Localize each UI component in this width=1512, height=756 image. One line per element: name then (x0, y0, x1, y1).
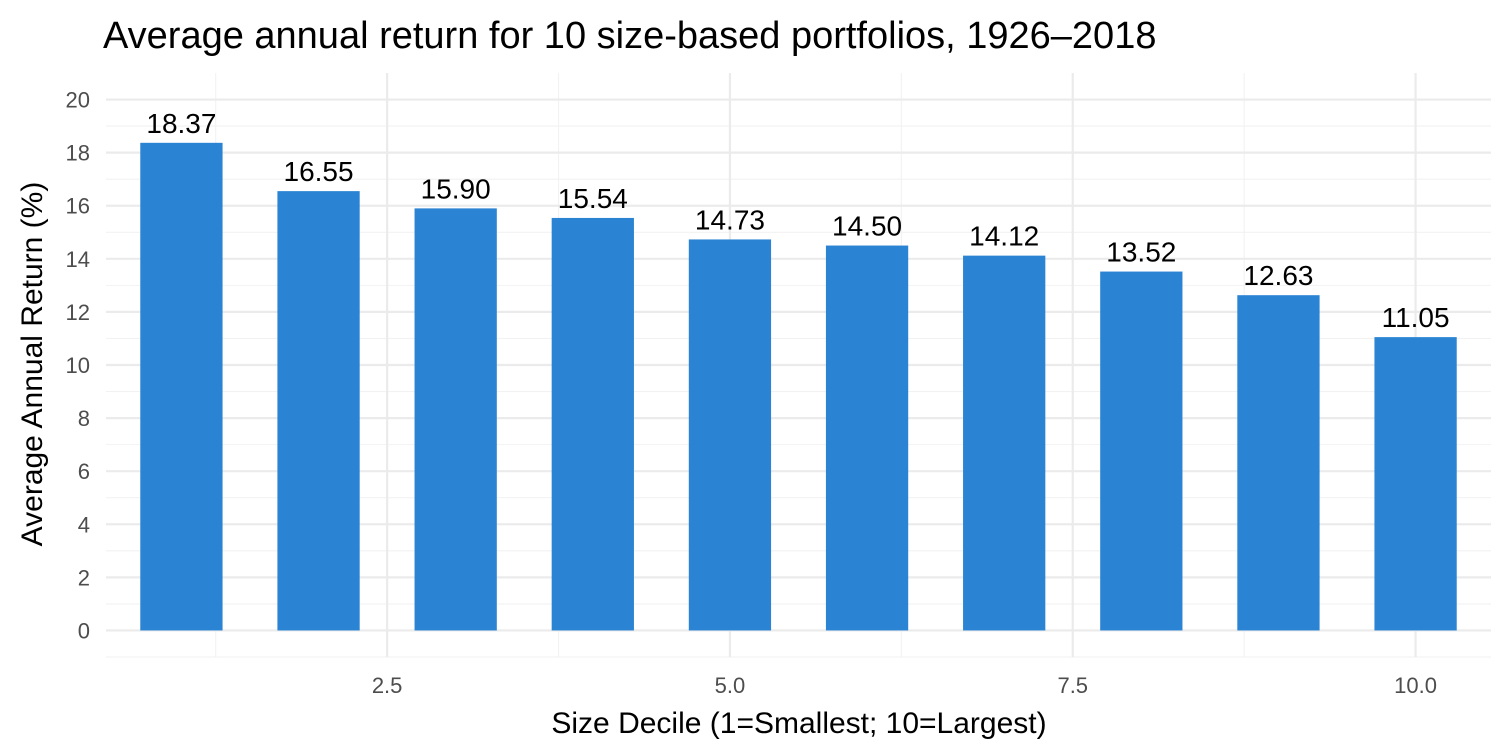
data-labels-layer: 18.37 16.55 15.90 15.54 14.73 14.50 14.12 13.52… (146, 108, 1449, 333)
y-tick-label: 18 (66, 141, 90, 166)
x-tick-label: 5.0 (715, 673, 746, 698)
bar-value-label: 11.05 (1382, 302, 1450, 333)
bar-value-label: 15.54 (558, 183, 628, 214)
x-axis-title: Size Decile (1=Smallest; 10=Largest) (551, 707, 1046, 740)
x-tick-label: 2.5 (372, 673, 403, 698)
bar-value-label: 16.55 (284, 156, 354, 187)
y-tick-label: 4 (78, 512, 90, 537)
x-axis-ticks: 2.5 5.0 7.5 10.0 (372, 673, 1437, 698)
bar (414, 208, 497, 631)
y-tick-label: 16 (66, 194, 90, 219)
y-tick-label: 6 (78, 459, 90, 484)
bar (277, 191, 360, 631)
y-tick-label: 0 (78, 618, 90, 643)
bar (963, 255, 1046, 631)
bar-value-label: 15.90 (421, 173, 491, 204)
bar-value-label: 14.50 (832, 211, 902, 242)
bar-value-label: 13.52 (1106, 237, 1176, 268)
bar (825, 245, 909, 631)
y-tick-label: 20 (66, 88, 90, 113)
bar-value-label: 14.73 (695, 204, 765, 235)
y-tick-label: 2 (78, 565, 90, 590)
y-tick-label: 12 (66, 300, 90, 325)
bar-value-label: 18.37 (146, 108, 216, 139)
y-tick-label: 14 (66, 247, 90, 272)
bars-layer (140, 142, 1457, 631)
bar (140, 142, 223, 631)
bar (1237, 295, 1320, 631)
y-tick-label: 10 (66, 353, 90, 378)
bar (688, 239, 772, 631)
x-tick-label: 10.0 (1394, 673, 1437, 698)
bar (551, 217, 634, 631)
bar (1100, 271, 1183, 631)
y-axis-title: Average Annual Return (%) (16, 182, 49, 547)
bar-value-label: 12.63 (1243, 260, 1313, 291)
y-tick-label: 8 (78, 406, 90, 431)
x-tick-label: 7.5 (1057, 673, 1088, 698)
chart-title: Average annual return for 10 size-based … (103, 15, 1156, 57)
y-axis-ticks: 0 2 4 6 8 10 12 14 16 18 20 (66, 88, 90, 644)
bar (1374, 337, 1457, 631)
bar-value-label: 14.12 (969, 221, 1039, 252)
